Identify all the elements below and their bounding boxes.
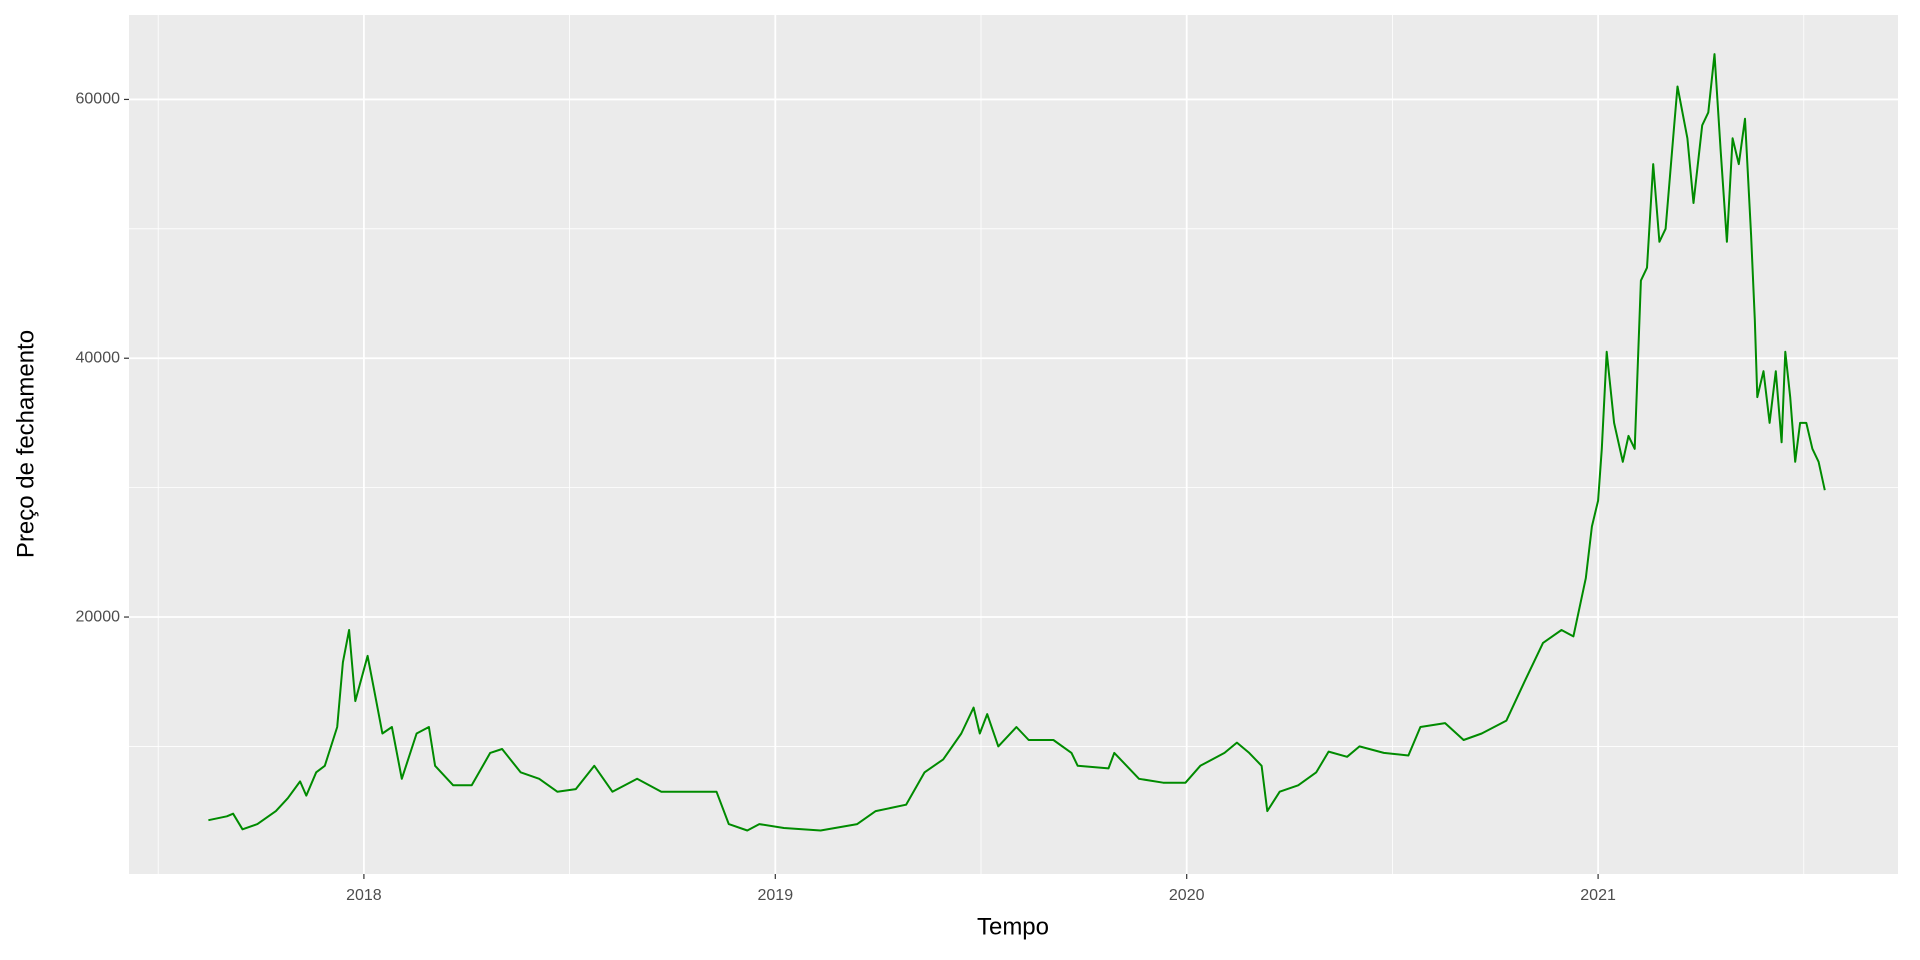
y-tick-label: 20000: [76, 608, 121, 625]
y-axis-title: Preço de fechamento: [12, 330, 39, 558]
y-tick-label: 60000: [76, 91, 121, 108]
x-tick-label: 2018: [346, 887, 382, 904]
y-tick-label: 40000: [76, 349, 121, 366]
x-tick-label: 2020: [1169, 887, 1205, 904]
price-line: [208, 53, 1826, 832]
x-tick-label: 2021: [1580, 887, 1616, 904]
x-tick-label: 2019: [758, 887, 794, 904]
x-axis-title: Tempo: [977, 913, 1049, 940]
